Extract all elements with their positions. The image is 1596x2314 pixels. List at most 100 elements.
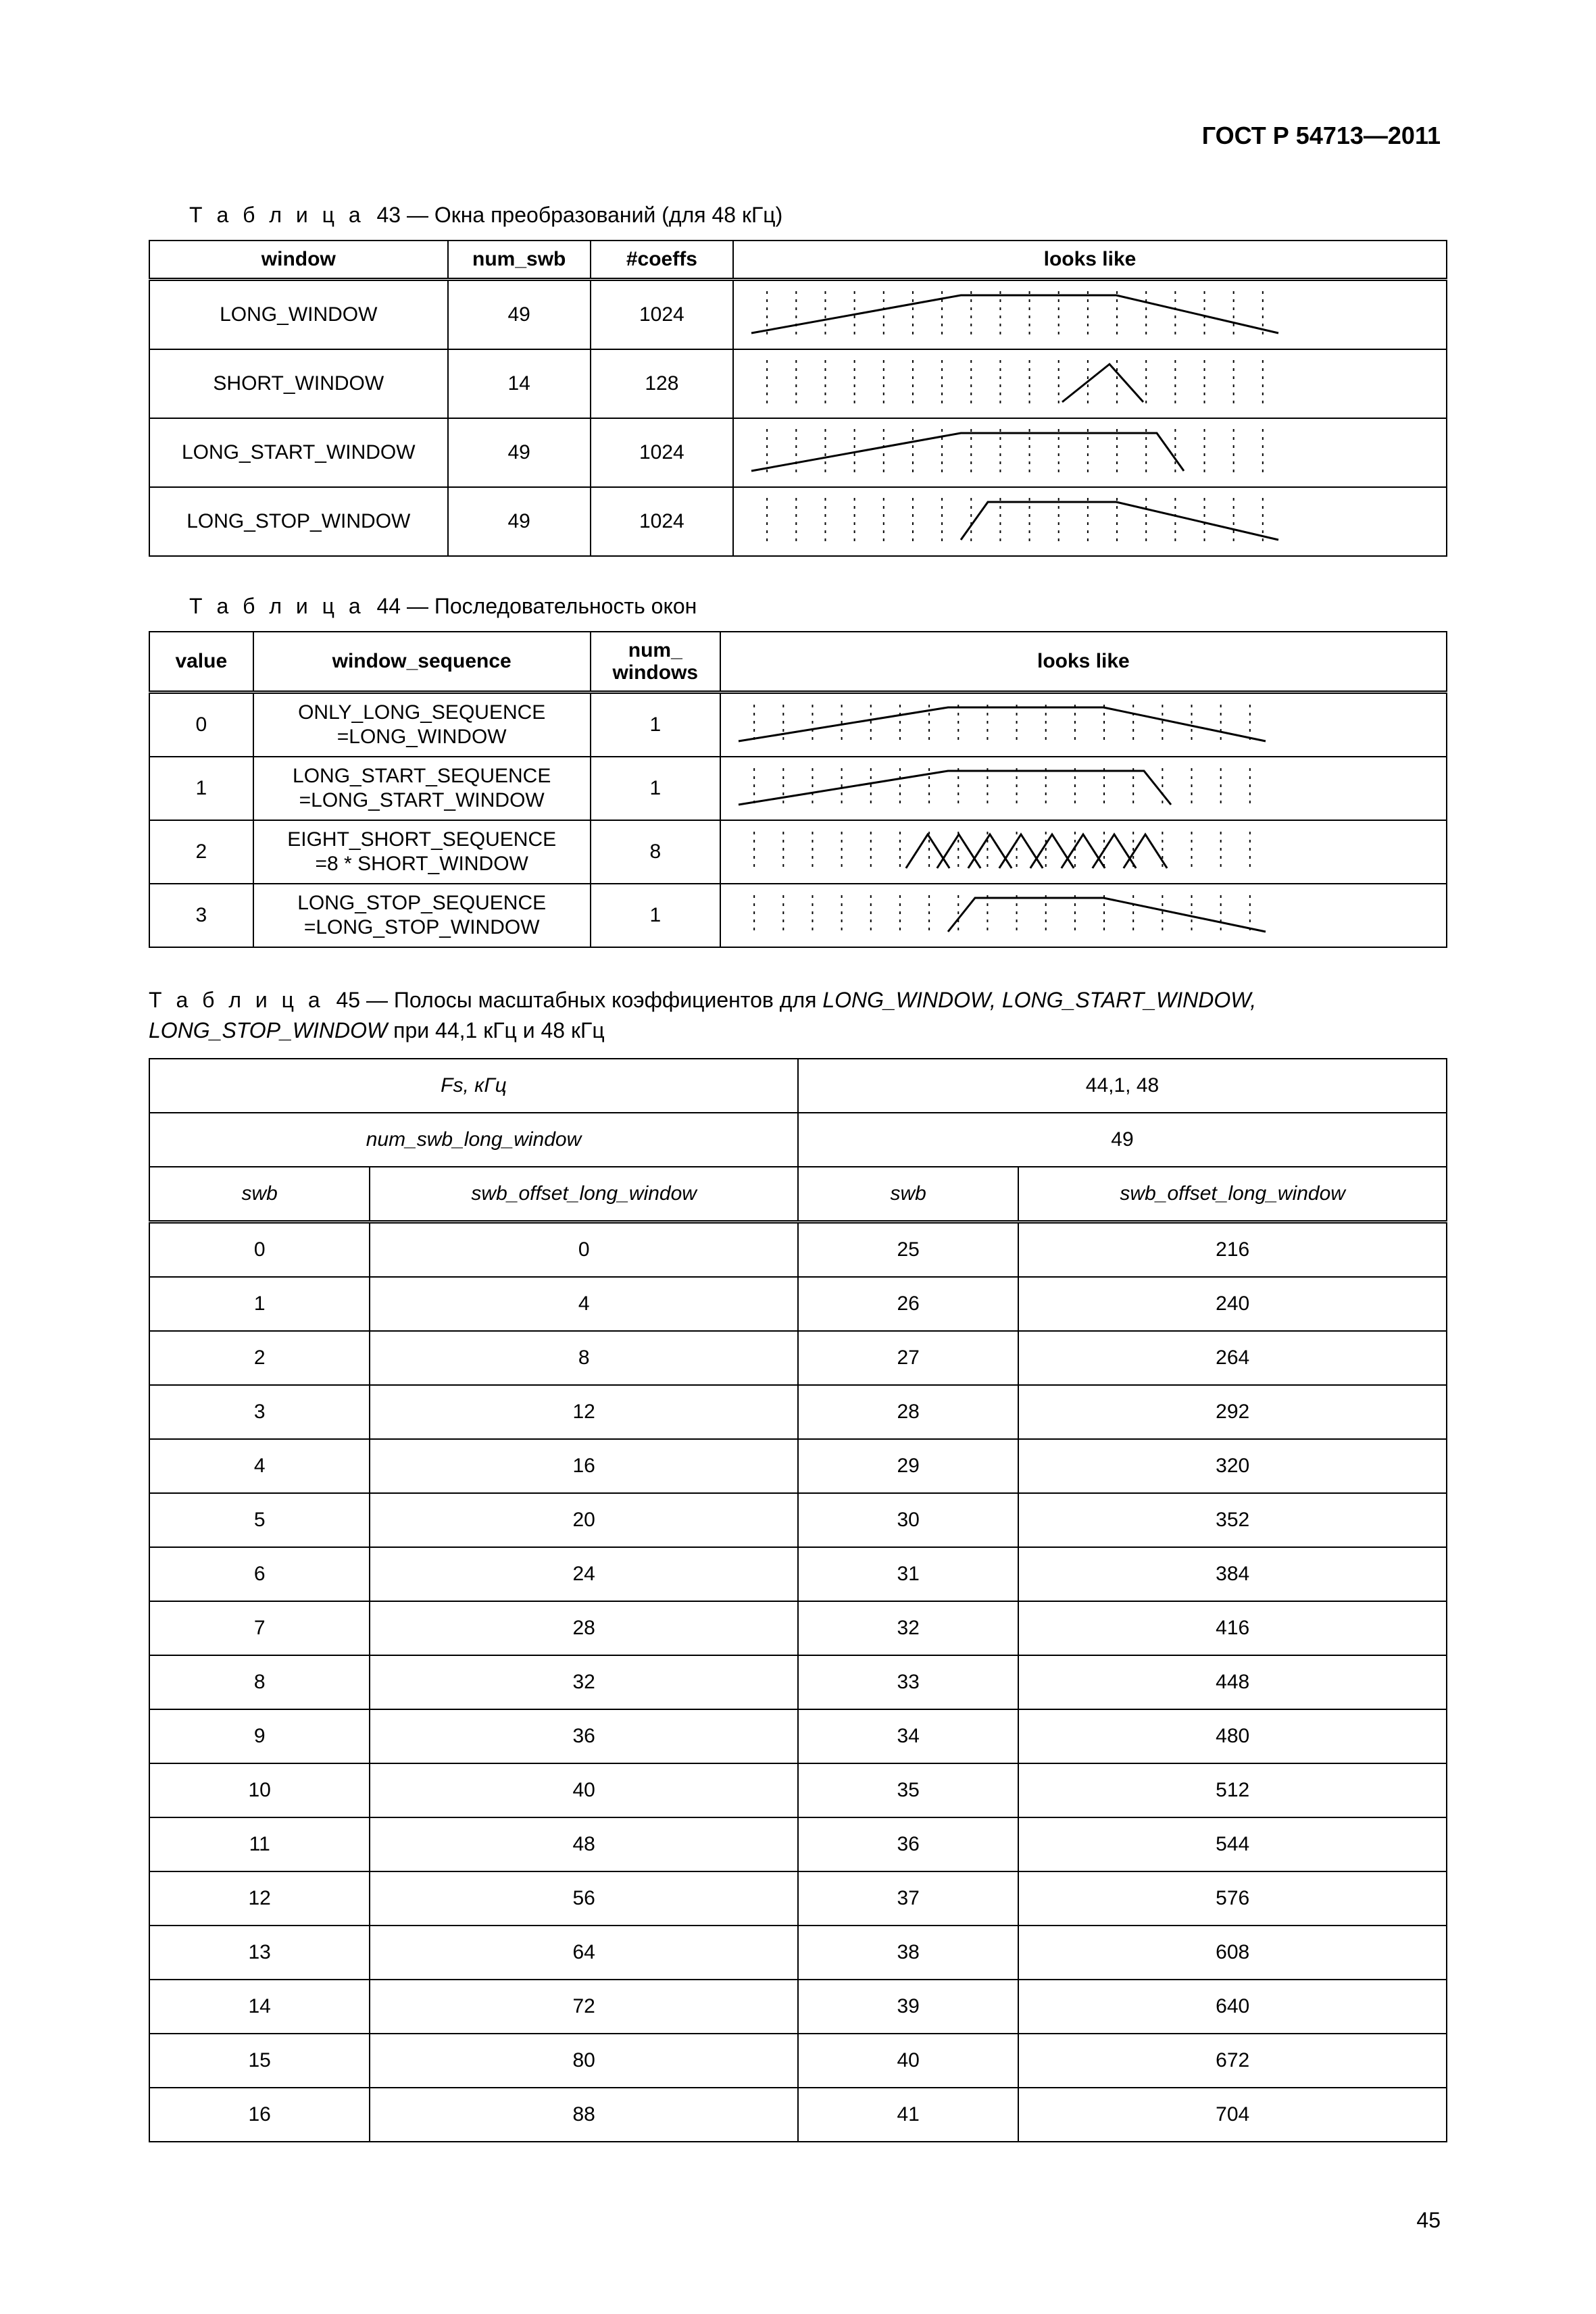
cell: 704 bbox=[1018, 2088, 1447, 2142]
cell: 512 bbox=[1018, 1763, 1447, 1817]
table-row: 2EIGHT_SHORT_SEQUENCE=8 * SHORT_WINDOW8 bbox=[149, 820, 1447, 884]
cell: 80 bbox=[370, 2034, 798, 2088]
cell: 10 bbox=[149, 1763, 370, 1817]
cell: 3 bbox=[149, 1385, 370, 1439]
cell: 672 bbox=[1018, 2034, 1447, 2088]
table-row: 31228292 bbox=[149, 1385, 1447, 1439]
cell: 28 bbox=[798, 1385, 1018, 1439]
cell: 88 bbox=[370, 2088, 798, 2142]
caption-num: 43 bbox=[376, 203, 401, 227]
t44-h-value: value bbox=[149, 632, 253, 693]
table-row: 104035512 bbox=[149, 1763, 1447, 1817]
cell: 480 bbox=[1018, 1709, 1447, 1763]
cell-coeffs: 1024 bbox=[591, 280, 733, 350]
table-row: 114836544 bbox=[149, 1817, 1447, 1871]
cell: 36 bbox=[370, 1709, 798, 1763]
cell: 6 bbox=[149, 1547, 370, 1601]
table43: window num_swb #coeffs looks like LONG_W… bbox=[149, 240, 1447, 557]
cell: 240 bbox=[1018, 1277, 1447, 1331]
cell: 216 bbox=[1018, 1222, 1447, 1277]
cell-window: LONG_STOP_WINDOW bbox=[149, 487, 448, 556]
cell-numswb: 49 bbox=[448, 418, 591, 487]
cell: 30 bbox=[798, 1493, 1018, 1547]
cell: 576 bbox=[1018, 1871, 1447, 1926]
table44: value window_sequence num_ windows looks… bbox=[149, 631, 1447, 948]
cell: 9 bbox=[149, 1709, 370, 1763]
t45-subheader-row: swb swb_offset_long_window swb swb_offse… bbox=[149, 1167, 1447, 1222]
table-row: 125637576 bbox=[149, 1871, 1447, 1926]
cell-lookslike bbox=[733, 349, 1447, 418]
cell-numswb: 49 bbox=[448, 280, 591, 350]
window-shape-icon bbox=[725, 765, 1279, 811]
cell-coeffs: 1024 bbox=[591, 487, 733, 556]
table43-caption: Т а б л и ц а 43 — Окна преобразований (… bbox=[189, 203, 1447, 228]
table43-header-row: window num_swb #coeffs looks like bbox=[149, 241, 1447, 280]
table-row: 1426240 bbox=[149, 1277, 1447, 1331]
table45: Fs, кГц44,1, 48num_swb_long_window49 swb… bbox=[149, 1058, 1447, 2142]
t43-h-lookslike: looks like bbox=[733, 241, 1447, 280]
cell: 33 bbox=[798, 1655, 1018, 1709]
caption-text-a: — Полосы масштабных коэффициентов для bbox=[366, 988, 822, 1012]
cell-lookslike bbox=[720, 693, 1447, 757]
caption-word: Т а б л и ц а bbox=[189, 594, 365, 618]
window-shape-icon bbox=[738, 426, 1292, 479]
table-row: 1LONG_START_SEQUENCE=LONG_START_WINDOW1 bbox=[149, 757, 1447, 820]
table-row: 3LONG_STOP_SEQUENCE=LONG_STOP_WINDOW1 bbox=[149, 884, 1447, 947]
caption-num: 45 bbox=[336, 988, 360, 1012]
cell: 48 bbox=[370, 1817, 798, 1871]
cell: 352 bbox=[1018, 1493, 1447, 1547]
table-row: 136438608 bbox=[149, 1926, 1447, 1980]
t43-h-window: window bbox=[149, 241, 448, 280]
page-number: 45 bbox=[1416, 2208, 1441, 2233]
cell: 0 bbox=[370, 1222, 798, 1277]
cell: 13 bbox=[149, 1926, 370, 1980]
cell: 12 bbox=[370, 1385, 798, 1439]
cell-lookslike bbox=[733, 487, 1447, 556]
cell: 41 bbox=[798, 2088, 1018, 2142]
caption-text-b: при 44,1 кГц и 48 кГц bbox=[387, 1018, 604, 1042]
cell-numwindows: 8 bbox=[591, 820, 720, 884]
t43-h-numswb: num_swb bbox=[448, 241, 591, 280]
table44-header-row: value window_sequence num_ windows looks… bbox=[149, 632, 1447, 693]
cell: 35 bbox=[798, 1763, 1018, 1817]
table-row: 0ONLY_LONG_SEQUENCE=LONG_WINDOW1 bbox=[149, 693, 1447, 757]
caption-num: 44 bbox=[376, 594, 401, 618]
content-area: Т а б л и ц а 43 — Окна преобразований (… bbox=[149, 203, 1447, 2142]
cell: 32 bbox=[798, 1601, 1018, 1655]
cell: 34 bbox=[798, 1709, 1018, 1763]
cell: 7 bbox=[149, 1601, 370, 1655]
cell: 15 bbox=[149, 2034, 370, 2088]
t45-header-row: Fs, кГц44,1, 48 bbox=[149, 1059, 1447, 1113]
table-row: LONG_START_WINDOW491024 bbox=[149, 418, 1447, 487]
cell-window: LONG_WINDOW bbox=[149, 280, 448, 350]
cell: 32 bbox=[370, 1655, 798, 1709]
cell: 264 bbox=[1018, 1331, 1447, 1385]
t44-h-lookslike: looks like bbox=[720, 632, 1447, 693]
cell: 25 bbox=[798, 1222, 1018, 1277]
cell-sequence: EIGHT_SHORT_SEQUENCE=8 * SHORT_WINDOW bbox=[253, 820, 591, 884]
t45-sh-swb-r: swb bbox=[798, 1167, 1018, 1222]
window-shape-icon bbox=[738, 288, 1292, 341]
cell: 64 bbox=[370, 1926, 798, 1980]
table-row: 72832416 bbox=[149, 1601, 1447, 1655]
cell: 8 bbox=[149, 1655, 370, 1709]
cell-value: 1 bbox=[149, 757, 253, 820]
cell: 29 bbox=[798, 1439, 1018, 1493]
caption-word: Т а б л и ц а bbox=[189, 203, 365, 227]
cell-value: 0 bbox=[149, 693, 253, 757]
document-id: ГОСТ Р 54713—2011 bbox=[1202, 122, 1441, 150]
cell: 36 bbox=[798, 1817, 1018, 1871]
t45-sh-swb-l: swb bbox=[149, 1167, 370, 1222]
t45-sh-off-l: swb_offset_long_window bbox=[370, 1167, 798, 1222]
t45-sh-off-r: swb_offset_long_window bbox=[1018, 1167, 1447, 1222]
table-row: 41629320 bbox=[149, 1439, 1447, 1493]
cell-sequence: LONG_STOP_SEQUENCE=LONG_STOP_WINDOW bbox=[253, 884, 591, 947]
cell-numwindows: 1 bbox=[591, 884, 720, 947]
table-row: 62431384 bbox=[149, 1547, 1447, 1601]
cell: 5 bbox=[149, 1493, 370, 1547]
cell-lookslike bbox=[720, 884, 1447, 947]
cell: 40 bbox=[370, 1763, 798, 1817]
cell-numwindows: 1 bbox=[591, 757, 720, 820]
window-shape-icon bbox=[725, 892, 1279, 938]
cell: 26 bbox=[798, 1277, 1018, 1331]
